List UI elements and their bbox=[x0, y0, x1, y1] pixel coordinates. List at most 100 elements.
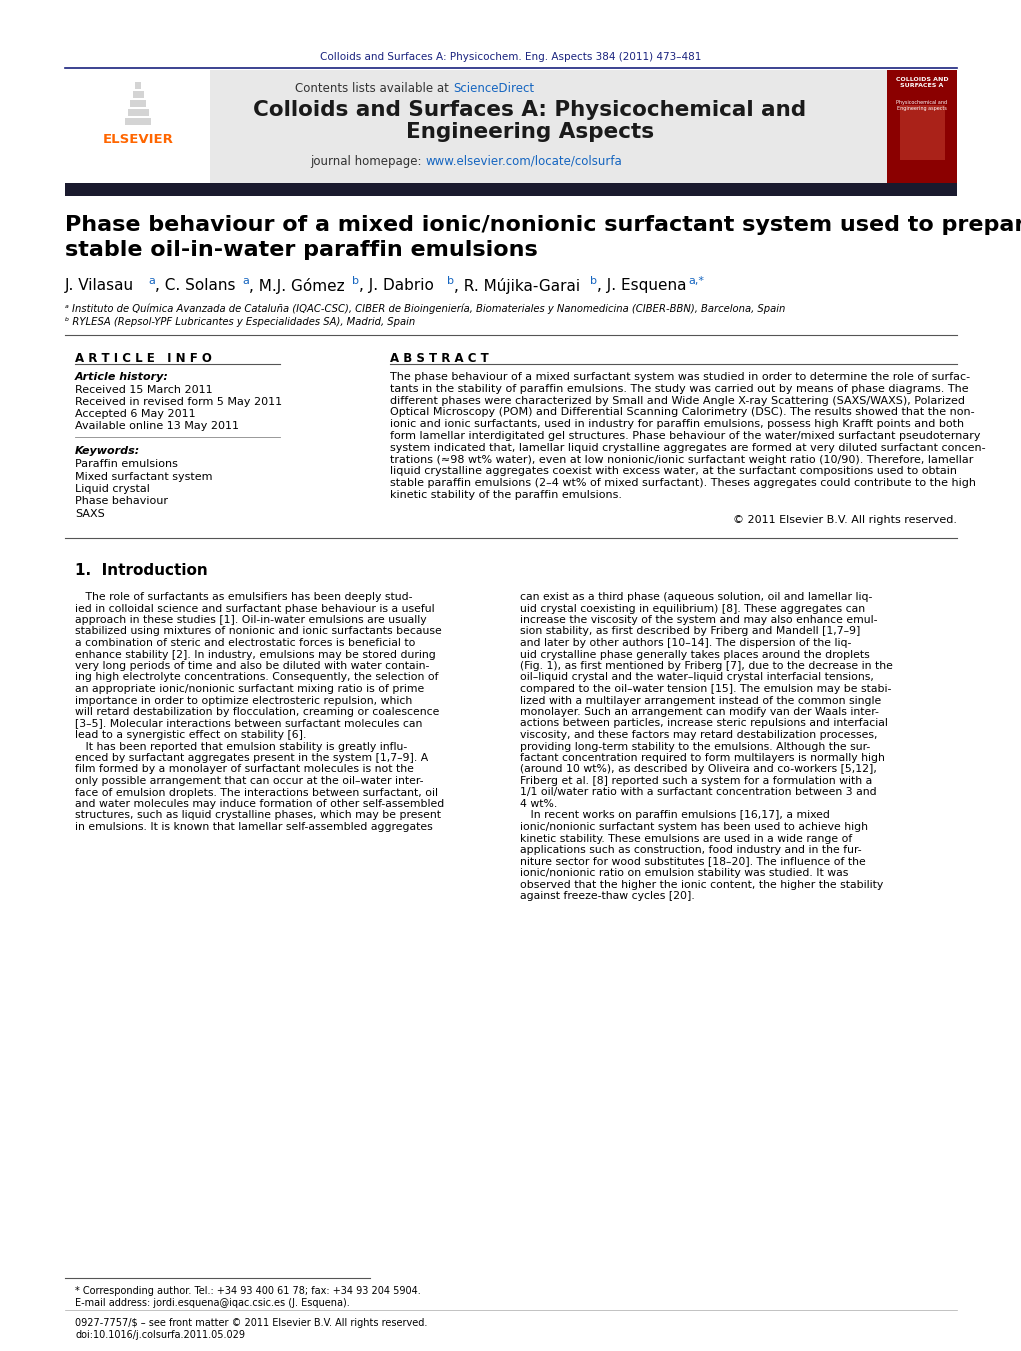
Text: In recent works on paraffin emulsions [16,17], a mixed: In recent works on paraffin emulsions [1… bbox=[520, 811, 830, 820]
Text: uid crystal coexisting in equilibrium) [8]. These aggregates can: uid crystal coexisting in equilibrium) [… bbox=[520, 604, 865, 613]
Text: Colloids and Surfaces A: Physicochemical and: Colloids and Surfaces A: Physicochemical… bbox=[253, 100, 807, 120]
Text: Available online 13 May 2011: Available online 13 May 2011 bbox=[75, 422, 239, 431]
Text: Received in revised form 5 May 2011: Received in revised form 5 May 2011 bbox=[75, 397, 282, 407]
Text: Friberg et al. [8] reported such a system for a formulation with a: Friberg et al. [8] reported such a syste… bbox=[520, 775, 872, 786]
Text: importance in order to optimize electrosteric repulsion, which: importance in order to optimize electros… bbox=[75, 696, 412, 705]
Text: stable paraffin emulsions (2–4 wt% of mixed surfactant). Theses aggregates could: stable paraffin emulsions (2–4 wt% of mi… bbox=[390, 478, 976, 488]
Text: tants in the stability of paraffin emulsions. The study was carried out by means: tants in the stability of paraffin emuls… bbox=[390, 384, 969, 393]
Bar bbox=[133, 91, 144, 99]
Text: liquid crystalline aggregates coexist with excess water, at the surfactant compo: liquid crystalline aggregates coexist wi… bbox=[390, 466, 957, 477]
Text: journal homepage:: journal homepage: bbox=[309, 155, 425, 168]
Text: in emulsions. It is known that lamellar self-assembled aggregates: in emulsions. It is known that lamellar … bbox=[75, 821, 433, 832]
Text: Phase behaviour of a mixed ionic/nonionic surfactant system used to prepare: Phase behaviour of a mixed ionic/nonioni… bbox=[65, 215, 1021, 235]
Text: ionic and ionic surfactants, used in industry for paraffin emulsions, possess hi: ionic and ionic surfactants, used in ind… bbox=[390, 419, 964, 430]
Text: 1/1 oil/water ratio with a surfactant concentration between 3 and: 1/1 oil/water ratio with a surfactant co… bbox=[520, 788, 877, 797]
Text: , C. Solans: , C. Solans bbox=[155, 278, 236, 293]
Bar bbox=[65, 70, 887, 185]
Text: Keywords:: Keywords: bbox=[75, 446, 140, 457]
Text: Accepted 6 May 2011: Accepted 6 May 2011 bbox=[75, 409, 196, 419]
Text: and later by other authors [10–14]. The dispersion of the liq-: and later by other authors [10–14]. The … bbox=[520, 638, 852, 648]
Text: b: b bbox=[590, 276, 597, 286]
Text: monolayer. Such an arrangement can modify van der Waals inter-: monolayer. Such an arrangement can modif… bbox=[520, 707, 879, 717]
Text: , J. Esquena: , J. Esquena bbox=[597, 278, 686, 293]
Text: sion stability, as first described by Friberg and Mandell [1,7–9]: sion stability, as first described by Fr… bbox=[520, 627, 861, 636]
Text: * Corresponding author. Tel.: +34 93 400 61 78; fax: +34 93 204 5904.: * Corresponding author. Tel.: +34 93 400… bbox=[75, 1286, 421, 1296]
Text: applications such as construction, food industry and in the fur-: applications such as construction, food … bbox=[520, 844, 862, 855]
Bar bbox=[65, 182, 957, 196]
Text: , M.J. Gómez: , M.J. Gómez bbox=[249, 278, 345, 295]
Text: structures, such as liquid crystalline phases, which may be present: structures, such as liquid crystalline p… bbox=[75, 811, 441, 820]
Text: film formed by a monolayer of surfactant molecules is not the: film formed by a monolayer of surfactant… bbox=[75, 765, 414, 774]
Text: J. Vilasau: J. Vilasau bbox=[65, 278, 134, 293]
Bar bbox=[135, 82, 141, 89]
Bar bbox=[128, 109, 149, 116]
Text: b: b bbox=[352, 276, 359, 286]
Text: and water molecules may induce formation of other self-assembled: and water molecules may induce formation… bbox=[75, 798, 444, 809]
Text: Physicochemical and
Engineering aspects: Physicochemical and Engineering aspects bbox=[896, 100, 947, 111]
Text: Optical Microscopy (POM) and Differential Scanning Calorimetry (DSC). The result: Optical Microscopy (POM) and Differentia… bbox=[390, 408, 975, 417]
Text: , R. Mújika-Garai: , R. Mújika-Garai bbox=[454, 278, 580, 295]
Text: uid crystalline phase generally takes places around the droplets: uid crystalline phase generally takes pl… bbox=[520, 650, 870, 659]
Text: increase the viscosity of the system and may also enhance emul-: increase the viscosity of the system and… bbox=[520, 615, 877, 626]
Text: A B S T R A C T: A B S T R A C T bbox=[390, 353, 489, 365]
Text: only possible arrangement that can occur at the oil–water inter-: only possible arrangement that can occur… bbox=[75, 775, 424, 786]
Text: Phase behaviour: Phase behaviour bbox=[75, 497, 168, 507]
Text: different phases were characterized by Small and Wide Angle X-ray Scattering (SA: different phases were characterized by S… bbox=[390, 396, 965, 405]
Text: a: a bbox=[242, 276, 249, 286]
Text: providing long-term stability to the emulsions. Although the sur-: providing long-term stability to the emu… bbox=[520, 742, 870, 751]
Text: Mixed surfactant system: Mixed surfactant system bbox=[75, 471, 212, 481]
Text: The role of surfactants as emulsifiers has been deeply stud-: The role of surfactants as emulsifiers h… bbox=[75, 592, 412, 603]
Text: Engineering Aspects: Engineering Aspects bbox=[406, 122, 654, 142]
Text: (Fig. 1), as first mentioned by Friberg [7], due to the decrease in the: (Fig. 1), as first mentioned by Friberg … bbox=[520, 661, 893, 671]
Text: It has been reported that emulsion stability is greatly influ-: It has been reported that emulsion stabi… bbox=[75, 742, 407, 751]
Text: SAXS: SAXS bbox=[75, 509, 105, 519]
Text: can exist as a third phase (aqueous solution, oil and lamellar liq-: can exist as a third phase (aqueous solu… bbox=[520, 592, 872, 603]
Text: factant concentration required to form multilayers is normally high: factant concentration required to form m… bbox=[520, 753, 885, 763]
Text: 4 wt%.: 4 wt%. bbox=[520, 798, 557, 809]
Text: Contents lists available at: Contents lists available at bbox=[295, 82, 453, 95]
Text: Article history:: Article history: bbox=[75, 372, 168, 382]
Text: observed that the higher the ionic content, the higher the stability: observed that the higher the ionic conte… bbox=[520, 880, 883, 889]
Text: A R T I C L E   I N F O: A R T I C L E I N F O bbox=[75, 353, 212, 365]
Text: enhance stability [2]. In industry, emulsions may be stored during: enhance stability [2]. In industry, emul… bbox=[75, 650, 436, 659]
Text: lized with a multilayer arrangement instead of the common single: lized with a multilayer arrangement inst… bbox=[520, 696, 881, 705]
Text: ELSEVIER: ELSEVIER bbox=[102, 132, 174, 146]
Text: a combination of steric and electrostatic forces is beneficial to: a combination of steric and electrostati… bbox=[75, 638, 416, 648]
Text: Paraffin emulsions: Paraffin emulsions bbox=[75, 459, 178, 469]
Text: ing high electrolyte concentrations. Consequently, the selection of: ing high electrolyte concentrations. Con… bbox=[75, 673, 438, 682]
Text: actions between particles, increase steric repulsions and interfacial: actions between particles, increase ster… bbox=[520, 719, 888, 728]
Bar bbox=[130, 100, 146, 107]
Text: a,*: a,* bbox=[688, 276, 704, 286]
Text: compared to the oil–water tension [15]. The emulsion may be stabi-: compared to the oil–water tension [15]. … bbox=[520, 684, 891, 694]
Text: b: b bbox=[447, 276, 454, 286]
Bar bbox=[887, 70, 957, 185]
Text: www.elsevier.com/locate/colsurfa: www.elsevier.com/locate/colsurfa bbox=[425, 155, 622, 168]
Text: will retard destabilization by flocculation, creaming or coalescence: will retard destabilization by flocculat… bbox=[75, 707, 439, 717]
Text: lead to a synergistic effect on stability [6].: lead to a synergistic effect on stabilit… bbox=[75, 730, 306, 740]
Text: ScienceDirect: ScienceDirect bbox=[453, 82, 534, 95]
Text: doi:10.1016/j.colsurfa.2011.05.029: doi:10.1016/j.colsurfa.2011.05.029 bbox=[75, 1329, 245, 1340]
Text: enced by surfactant aggregates present in the system [1,7–9]. A: enced by surfactant aggregates present i… bbox=[75, 753, 428, 763]
Text: ied in colloidal science and surfactant phase behaviour is a useful: ied in colloidal science and surfactant … bbox=[75, 604, 435, 613]
Text: (around 10 wt%), as described by Oliveira and co-workers [5,12],: (around 10 wt%), as described by Oliveir… bbox=[520, 765, 877, 774]
Text: stabilized using mixtures of nonionic and ionic surfactants because: stabilized using mixtures of nonionic an… bbox=[75, 627, 442, 636]
Text: E-mail address: jordi.esquena@iqac.csic.es (J. Esquena).: E-mail address: jordi.esquena@iqac.csic.… bbox=[75, 1298, 350, 1308]
Text: ᵃ Instituto de Química Avanzada de Cataluña (IQAC-CSC), CIBER de Bioingeniería, : ᵃ Instituto de Química Avanzada de Catal… bbox=[65, 304, 785, 315]
Text: ionic/nonionic ratio on emulsion stability was studied. It was: ionic/nonionic ratio on emulsion stabili… bbox=[520, 867, 848, 878]
Text: COLLOIDS AND
SURFACES A: COLLOIDS AND SURFACES A bbox=[895, 77, 949, 88]
Text: trations (≈98 wt% water), even at low nonionic/ionic surfactant weight ratio (10: trations (≈98 wt% water), even at low no… bbox=[390, 454, 973, 465]
Text: [3–5]. Molecular interactions between surfactant molecules can: [3–5]. Molecular interactions between su… bbox=[75, 719, 423, 728]
Bar bbox=[65, 70, 210, 185]
Text: very long periods of time and also be diluted with water contain-: very long periods of time and also be di… bbox=[75, 661, 430, 671]
Text: kinetic stability. These emulsions are used in a wide range of: kinetic stability. These emulsions are u… bbox=[520, 834, 853, 843]
Text: kinetic stability of the paraffin emulsions.: kinetic stability of the paraffin emulsi… bbox=[390, 490, 622, 500]
Text: Colloids and Surfaces A: Physicochem. Eng. Aspects 384 (2011) 473–481: Colloids and Surfaces A: Physicochem. En… bbox=[321, 51, 701, 62]
Text: , J. Dabrio: , J. Dabrio bbox=[359, 278, 434, 293]
Text: oil–liquid crystal and the water–liquid crystal interfacial tensions,: oil–liquid crystal and the water–liquid … bbox=[520, 673, 874, 682]
Text: viscosity, and these factors may retard destabilization processes,: viscosity, and these factors may retard … bbox=[520, 730, 877, 740]
Text: face of emulsion droplets. The interactions between surfactant, oil: face of emulsion droplets. The interacti… bbox=[75, 788, 438, 797]
Text: The phase behaviour of a mixed surfactant system was studied in order to determi: The phase behaviour of a mixed surfactan… bbox=[390, 372, 970, 382]
Text: © 2011 Elsevier B.V. All rights reserved.: © 2011 Elsevier B.V. All rights reserved… bbox=[733, 515, 957, 526]
Text: niture sector for wood substitutes [18–20]. The influence of the: niture sector for wood substitutes [18–2… bbox=[520, 857, 866, 866]
Bar bbox=[125, 118, 151, 126]
